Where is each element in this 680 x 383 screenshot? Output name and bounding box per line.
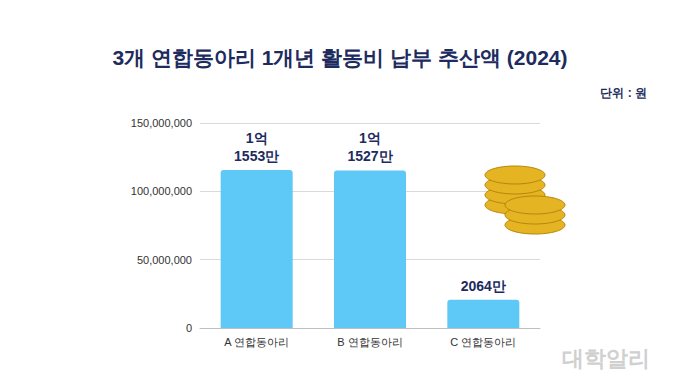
svg-text:150,000,000: 150,000,000: [131, 117, 192, 129]
svg-text:0: 0: [186, 322, 192, 334]
svg-text:50,000,000: 50,000,000: [137, 254, 192, 266]
svg-text:대학알리: 대학알리: [562, 346, 650, 371]
svg-text:C 연합동아리: C 연합동아리: [450, 336, 516, 348]
svg-text:단위 : 원: 단위 : 원: [600, 86, 647, 100]
svg-text:1527만: 1527만: [347, 148, 392, 164]
svg-text:1억: 1억: [246, 130, 268, 146]
svg-text:A 연합동아리: A 연합동아리: [224, 336, 289, 348]
svg-text:3개 연합동아리 1개년 활동비 납부 추산액 (2024): 3개 연합동아리 1개년 활동비 납부 추산액 (2024): [112, 46, 567, 69]
svg-text:2064만: 2064만: [461, 278, 506, 294]
svg-text:100,000,000: 100,000,000: [131, 185, 192, 197]
svg-text:B 연합동아리: B 연합동아리: [337, 336, 402, 348]
svg-text:1억: 1억: [359, 130, 381, 146]
svg-text:1553만: 1553만: [234, 148, 279, 164]
